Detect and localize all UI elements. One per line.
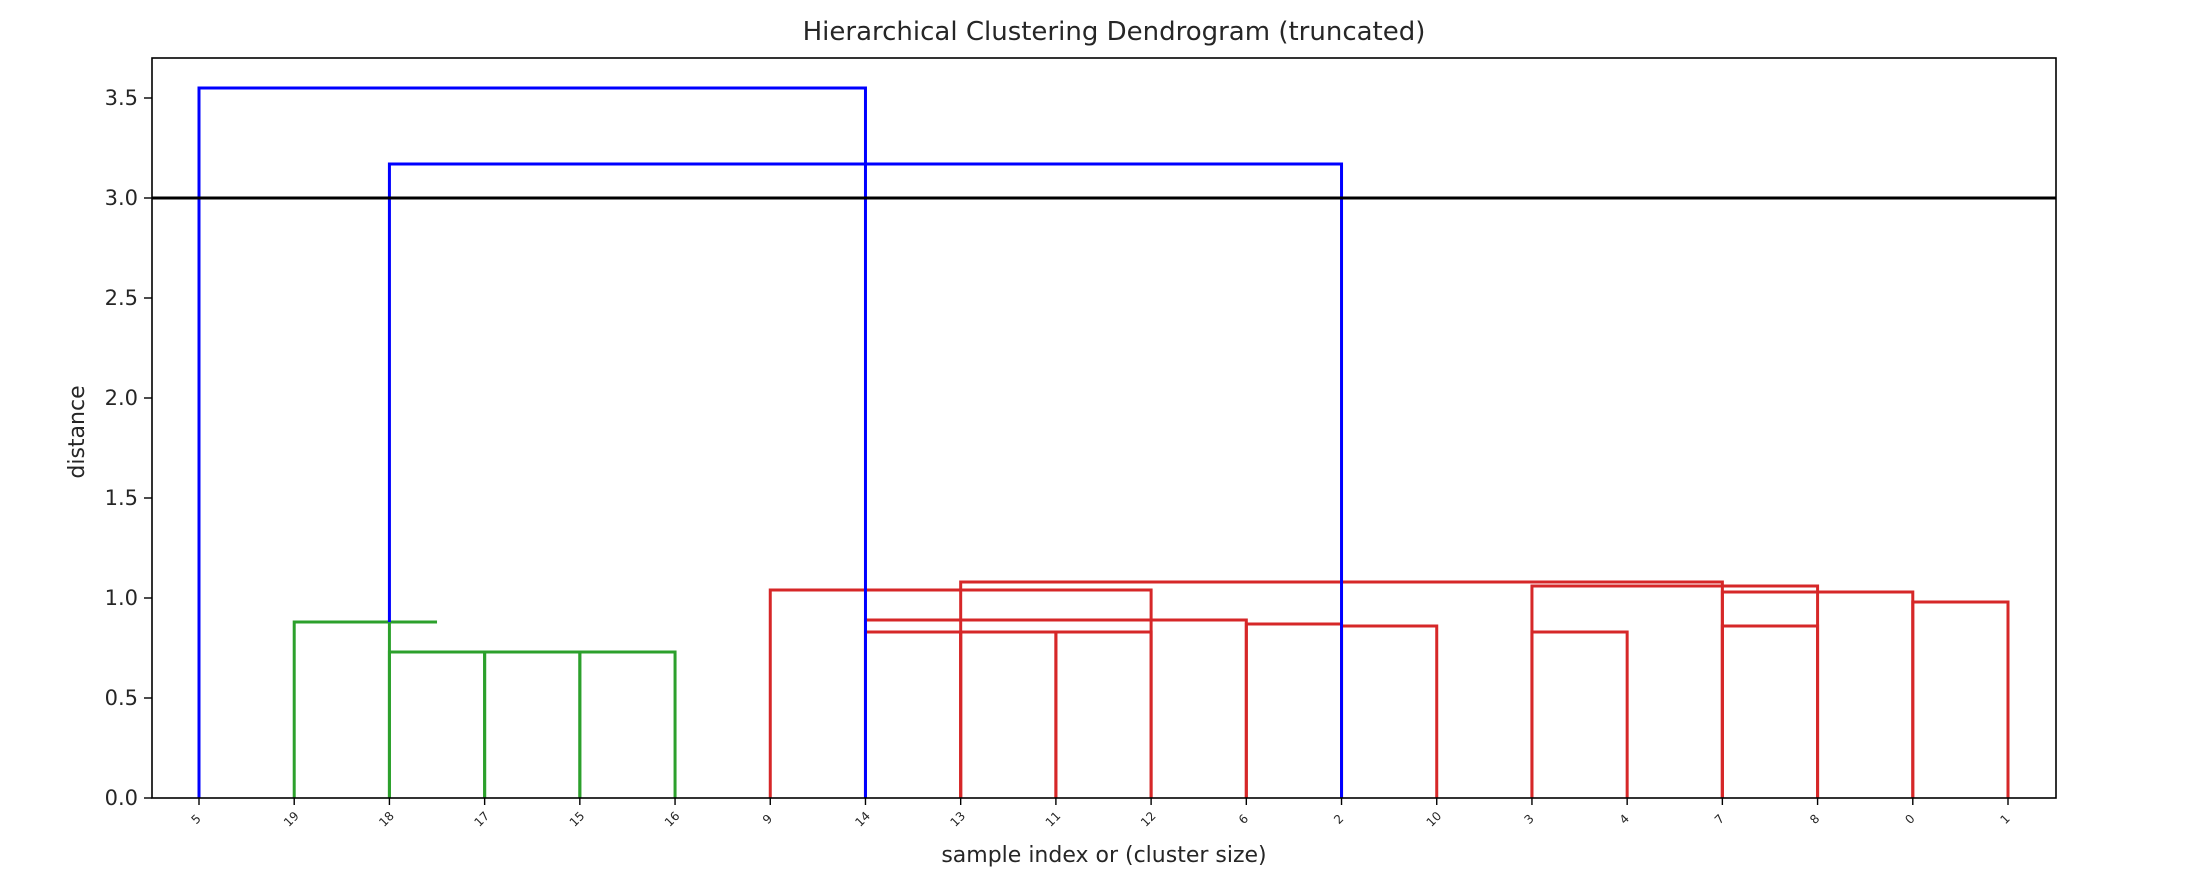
dendrogram-link-red bbox=[1530, 630, 1629, 798]
y-tick-label: 1.0 bbox=[105, 586, 138, 610]
x-tick-label: 7 bbox=[1712, 812, 1727, 827]
x-tick-label: 3 bbox=[1521, 812, 1536, 827]
x-tick-label: 17 bbox=[471, 809, 492, 830]
x-tick-label: 14 bbox=[852, 809, 873, 830]
x-tick-label: 18 bbox=[376, 809, 397, 830]
x-tick-label: 9 bbox=[760, 812, 775, 827]
dendrogram-link-green bbox=[578, 650, 677, 798]
dendrogram-link-red bbox=[1720, 624, 1820, 798]
y-tick-label: 3.0 bbox=[105, 186, 138, 210]
chart-title: Hierarchical Clustering Dendrogram (trun… bbox=[803, 17, 1426, 47]
y-tick-label: 0.0 bbox=[105, 786, 138, 810]
y-tick-label: 2.5 bbox=[105, 286, 138, 310]
dendrogram-link-red bbox=[1911, 600, 2010, 798]
dendrogram-link-green bbox=[483, 650, 582, 798]
x-axis-ticks: 5 19 18 17 15 16 9 14 13 11 12 6 2 10 3 4 7 8 0 1 bbox=[189, 798, 2013, 830]
y-tick-label: 0.5 bbox=[105, 686, 138, 710]
x-tick-label: 16 bbox=[662, 809, 683, 830]
x-tick-label: 1 bbox=[1998, 812, 2013, 827]
dendrogram-links bbox=[197, 86, 2010, 798]
dendrogram-link-red bbox=[863, 630, 963, 798]
x-axis-label: sample index or (cluster size) bbox=[941, 843, 1266, 868]
x-tick-label: 8 bbox=[1807, 812, 1822, 827]
x-tick-label: 15 bbox=[567, 809, 588, 830]
dendrogram-link-blue bbox=[197, 86, 867, 798]
y-axis-label: distance bbox=[65, 385, 90, 478]
dendrogram-link-red bbox=[1244, 622, 1344, 798]
y-tick-label: 1.5 bbox=[105, 486, 138, 510]
x-tick-label: 10 bbox=[1424, 809, 1445, 830]
dendrogram-link-red bbox=[959, 630, 1058, 798]
x-tick-label: 2 bbox=[1331, 812, 1346, 827]
x-tick-label: 11 bbox=[1043, 809, 1064, 830]
x-tick-label: 0 bbox=[1902, 812, 1917, 827]
dendrogram-link-green bbox=[387, 650, 487, 798]
y-axis-ticks: 0.0 0.5 1.0 1.5 2.0 2.5 3.0 3.5 bbox=[105, 86, 152, 810]
x-tick-label: 19 bbox=[281, 809, 302, 830]
x-tick-label: 6 bbox=[1236, 812, 1251, 827]
dendrogram-link-red bbox=[1530, 584, 1820, 798]
y-tick-label: 3.5 bbox=[105, 86, 138, 110]
y-tick-label: 2.0 bbox=[105, 386, 138, 410]
x-tick-label: 12 bbox=[1138, 809, 1159, 830]
x-tick-label: 13 bbox=[948, 809, 969, 830]
dendrogram-link-red bbox=[1340, 624, 1439, 798]
dendrogram-link-green bbox=[292, 620, 391, 798]
dendrogram-link-red bbox=[1054, 630, 1153, 798]
x-tick-label: 5 bbox=[189, 812, 204, 827]
x-tick-label: 4 bbox=[1617, 812, 1632, 827]
plot-frame bbox=[151, 57, 2057, 799]
